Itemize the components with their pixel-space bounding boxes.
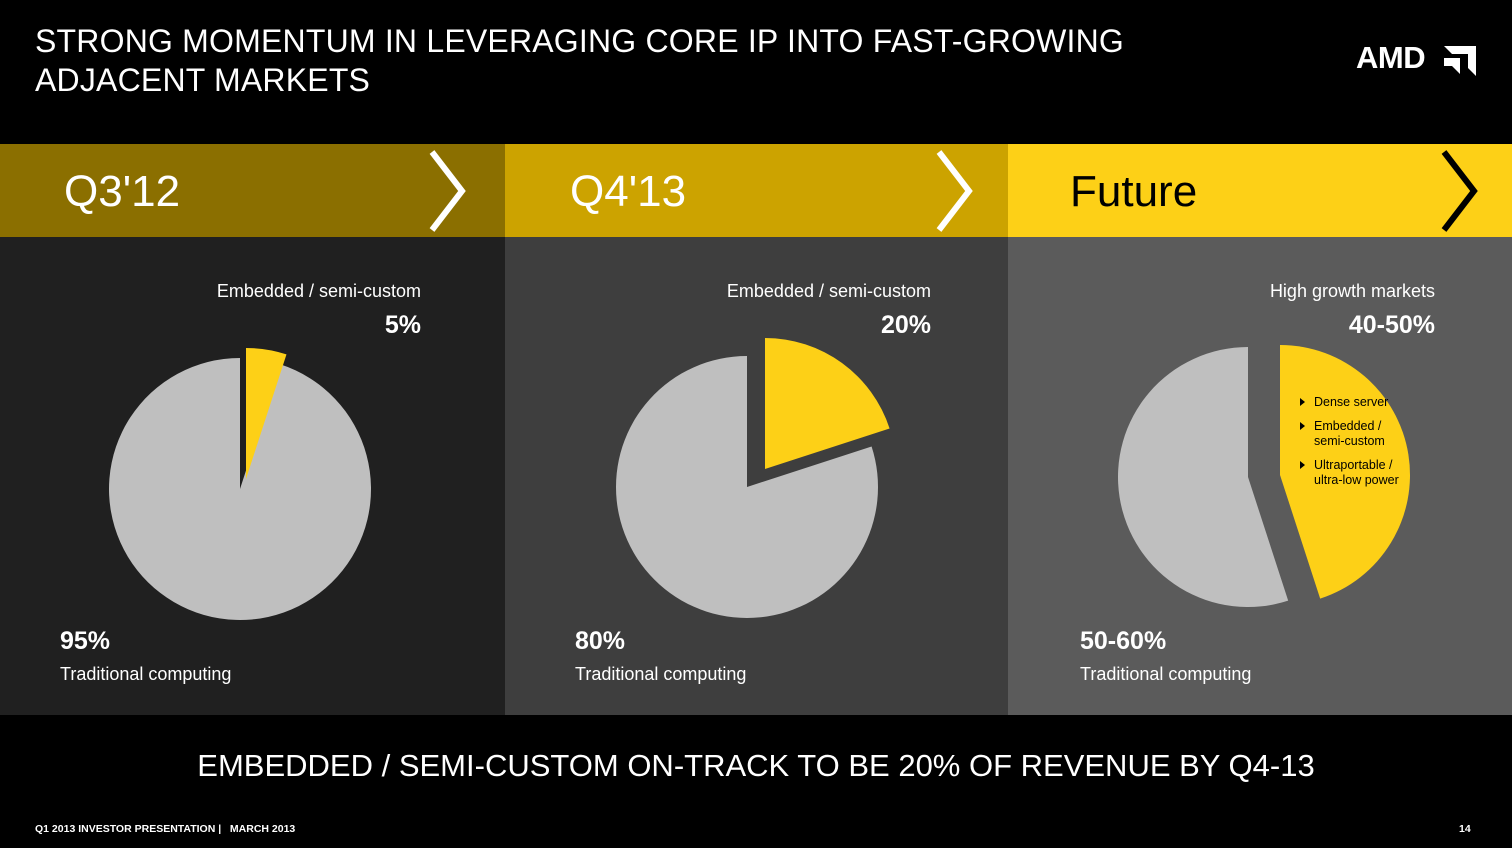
traditional-label: Traditional computing <box>575 664 747 684</box>
panel-future: High growth markets 40-50% Dense server … <box>1008 237 1512 715</box>
pie-slice-traditional <box>616 356 878 618</box>
traditional-percent: 95% <box>60 627 111 655</box>
pie-chart-q4-13 <box>616 338 890 618</box>
list-item: Embedded / semi-custom <box>1300 419 1410 449</box>
pie-slice-high-growth <box>1280 345 1410 599</box>
slide-title-line1: STRONG MOMENTUM IN LEVERAGING CORE IP IN… <box>35 23 1125 59</box>
high-growth-percent: 40-50% <box>1348 311 1435 339</box>
chevron-right-icon <box>936 150 973 232</box>
pie-chart-q3-12 <box>109 348 371 620</box>
tagline: EMBEDDED / SEMI-CUSTOM ON-TRACK TO BE 20… <box>197 748 1315 783</box>
amd-arrow-icon <box>1444 46 1476 76</box>
logo-text: AMD <box>1356 40 1426 75</box>
panel-q3-12: Embedded / semi-custom 5% 95% Traditiona… <box>0 237 505 715</box>
banner-future: Future <box>1008 144 1512 237</box>
banner-label: Q4'13 <box>570 167 687 216</box>
embedded-label: Embedded / semi-custom <box>216 281 421 301</box>
list-item: Ultraportable / ultra-low power <box>1300 458 1410 488</box>
pie-slice-embedded <box>765 338 890 469</box>
high-growth-list: Dense server Embedded / semi-custom Ultr… <box>1300 395 1410 497</box>
list-item-text: Dense server <box>1314 395 1389 409</box>
pie-slice-embedded <box>246 348 287 479</box>
banner-q4-13: Q4'13 <box>505 144 1008 237</box>
banner-label: Q3'12 <box>64 167 181 216</box>
amd-logo: AMD <box>1356 40 1478 76</box>
list-item: Dense server <box>1300 395 1410 410</box>
pie-slice-traditional <box>1118 347 1289 607</box>
traditional-percent: 50-60% <box>1080 627 1167 655</box>
bullet-triangle-icon <box>1300 398 1305 406</box>
pie-chart-future <box>1118 345 1410 607</box>
traditional-percent: 80% <box>575 627 626 655</box>
list-item-text: Ultraportable / ultra-low power <box>1314 458 1399 487</box>
panel-q4-13: Embedded / semi-custom 20% 80% Tradition… <box>505 237 1008 715</box>
embedded-label: Embedded / semi-custom <box>726 281 931 301</box>
footer-text: Q1 2013 INVESTOR PRESENTATION | MARCH 20… <box>35 823 296 835</box>
pie-slice-traditional <box>109 358 371 620</box>
traditional-label: Traditional computing <box>1080 664 1252 684</box>
high-growth-label: High growth markets <box>1269 281 1435 301</box>
slide-title-line2: ADJACENT MARKETS <box>35 62 371 98</box>
bullet-triangle-icon <box>1300 461 1305 469</box>
embedded-percent: 20% <box>880 311 931 339</box>
chevron-right-icon <box>429 150 466 232</box>
banner-label: Future <box>1070 167 1198 216</box>
traditional-label: Traditional computing <box>60 664 232 684</box>
banner-q3-12: Q3'12 <box>0 144 505 237</box>
list-item-text: Embedded / semi-custom <box>1314 419 1385 448</box>
chevron-right-icon <box>1441 150 1478 232</box>
slide-title: STRONG MOMENTUM IN LEVERAGING CORE IP IN… <box>35 22 1124 100</box>
bullet-triangle-icon <box>1300 422 1305 430</box>
embedded-percent: 5% <box>384 311 421 339</box>
page-number: 14 <box>1459 823 1471 835</box>
